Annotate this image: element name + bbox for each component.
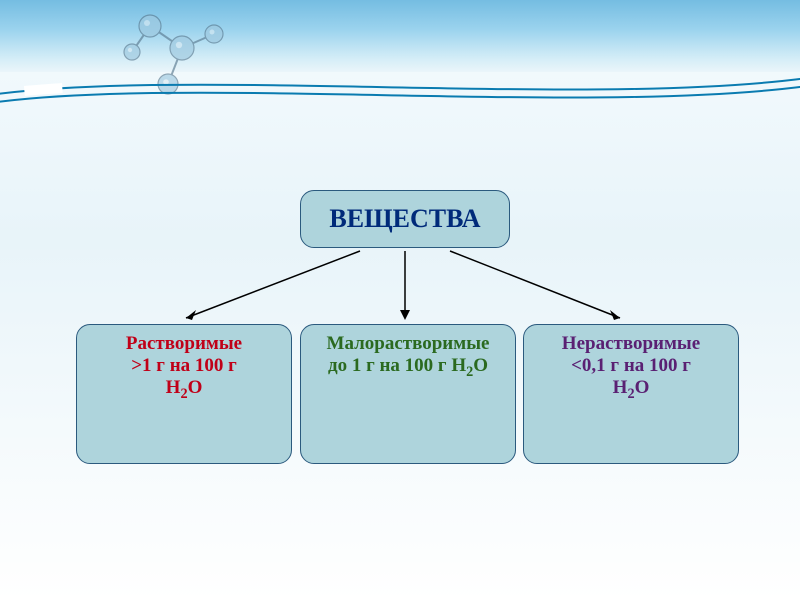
category-name: Растворимые	[126, 333, 242, 355]
category-detail: >1 г на 100 г	[131, 355, 237, 377]
category-detail: до 1 г на 100 г H2O	[328, 355, 488, 381]
category-box-soluble: Растворимые >1 г на 100 г H2O	[76, 324, 292, 464]
category-h2o: H2O	[166, 377, 203, 403]
title-text: ВЕЩЕСТВА	[329, 204, 480, 234]
category-detail: <0,1 г на 100 г	[571, 355, 691, 377]
category-box-slightly-soluble: Малорастворимые до 1 г на 100 г H2O	[300, 324, 516, 464]
category-h2o: H2O	[613, 377, 650, 403]
slide: ВЕЩЕСТВА Растворимые >1 г на 100 г H2O М…	[0, 0, 800, 600]
title-box: ВЕЩЕСТВА	[300, 190, 510, 248]
category-box-insoluble: Нерастворимые <0,1 г на 100 г H2O	[523, 324, 739, 464]
header-curve	[0, 58, 800, 128]
arrows	[0, 248, 800, 328]
category-name: Малорастворимые	[327, 333, 490, 355]
category-name: Нерастворимые	[562, 333, 700, 355]
